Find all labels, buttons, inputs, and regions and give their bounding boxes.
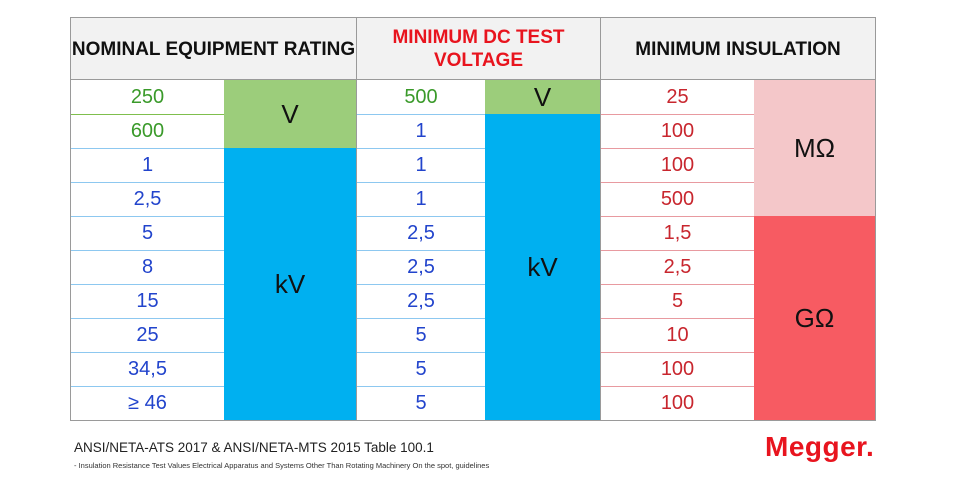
insulation-value: 100 [660,357,695,380]
row-separator [71,182,224,183]
insulation-value: 100 [660,119,695,142]
insulation-value: 5 [671,289,684,312]
test-voltage-value: 500 [404,85,438,108]
megger-logo: Megger. [765,431,874,463]
rating-value: 8 [141,255,154,278]
insulation-value: 1,5 [663,221,692,244]
header-minimum-dc-test-voltage: MINIMUM DC TEST VOLTAGE [357,18,600,80]
row-separator [601,352,754,353]
rating-value: 250 [130,85,165,108]
row-separator [357,250,485,251]
rating-unit-v: V [224,80,356,148]
row-separator [71,386,224,387]
row-separator [71,216,224,217]
column-divider [356,18,357,420]
insulation-unit-gohm: GΩ [754,216,875,420]
row-separator [71,352,224,353]
row-separator [601,182,754,183]
insulation-value: 10 [666,323,689,346]
rating-value: 600 [130,119,165,142]
row-separator [601,250,754,251]
column-divider [600,18,601,420]
insulation-value: 25 [666,85,689,108]
row-separator [357,318,485,319]
test-unit-kv: kV [485,114,600,420]
source-subnote: - Insulation Resistance Test Values Elec… [74,461,490,470]
header-nominal-equipment-rating: NOMINAL EQUIPMENT RATING [71,18,356,80]
insulation-value: 2,5 [663,255,692,278]
test-voltage-value: 2,5 [407,289,435,312]
test-voltage-value: 2,5 [407,221,435,244]
source-footnote: ANSI/NETA-ATS 2017 & ANSI/NETA-MTS 2015 … [74,440,434,455]
row-separator [357,216,485,217]
insulation-value: 100 [660,153,695,176]
test-voltage-value: 1 [415,153,427,176]
row-separator [601,216,754,217]
rating-value: 2,5 [133,187,162,210]
test-unit-v: V [485,80,600,114]
rating-value: 1 [141,153,154,176]
insulation-table: NOMINAL EQUIPMENT RATING MINIMUM DC TEST… [70,17,876,421]
row-separator [357,386,485,387]
test-voltage-value: 5 [415,357,427,380]
row-separator [71,114,224,115]
insulation-unit-mohm: MΩ [754,80,875,216]
row-separator [71,284,224,285]
logo-text: Megger [765,431,867,462]
rating-value: 5 [141,221,154,244]
row-separator [601,114,754,115]
row-separator [71,318,224,319]
rating-value: 34,5 [128,357,167,380]
row-separator [357,284,485,285]
header-minimum-insulation: MINIMUM INSULATION [601,18,875,80]
insulation-value: 100 [660,391,695,414]
row-separator [601,148,754,149]
row-separator [357,114,485,115]
rating-unit-kv: kV [224,148,356,420]
rating-value: 25 [136,323,159,346]
rating-value: 15 [136,289,159,312]
row-separator [357,182,485,183]
header-bottom-line [71,79,875,80]
row-separator [357,148,485,149]
test-voltage-value: 1 [415,187,427,210]
rating-value: ≥ 46 [128,391,167,414]
row-separator [601,386,754,387]
row-separator [71,250,224,251]
logo-dot: . [866,431,875,462]
row-separator [71,148,224,149]
test-voltage-value: 5 [415,391,427,414]
row-separator [601,284,754,285]
row-separator [601,318,754,319]
row-separator [357,352,485,353]
test-voltage-value: 5 [415,323,427,346]
insulation-value: 500 [660,187,695,210]
test-voltage-value: 1 [415,119,427,142]
test-voltage-value: 2,5 [407,255,435,278]
